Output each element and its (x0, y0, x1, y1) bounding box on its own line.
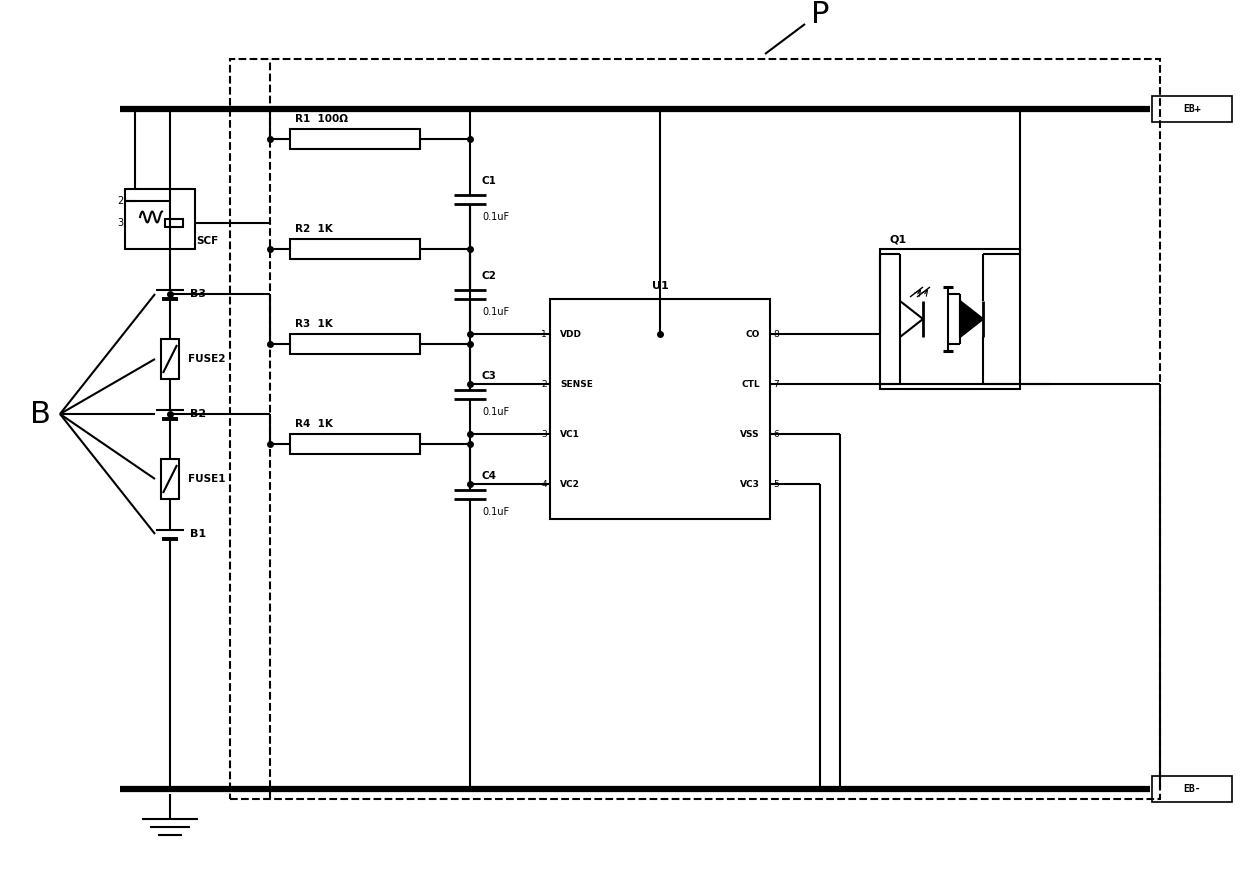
Text: 4: 4 (542, 480, 547, 488)
Text: C1: C1 (482, 176, 497, 186)
Text: VC3: VC3 (740, 480, 760, 488)
Polygon shape (960, 301, 983, 337)
Text: 0.1uF: 0.1uF (482, 212, 510, 222)
Bar (880, 249, 1021, 389)
Text: B3: B3 (190, 289, 206, 299)
Text: VSS: VSS (740, 429, 760, 439)
Text: C2: C2 (482, 271, 497, 281)
FancyBboxPatch shape (1152, 776, 1233, 802)
Text: FUSE1: FUSE1 (188, 474, 226, 484)
Text: 0.1uF: 0.1uF (482, 507, 510, 517)
Text: B1: B1 (190, 529, 206, 539)
Text: R4  1K: R4 1K (295, 419, 332, 429)
Text: B2: B2 (190, 409, 206, 419)
Text: 8: 8 (773, 329, 779, 339)
Bar (125, 189, 195, 249)
Text: Q1: Q1 (890, 234, 908, 244)
Bar (290, 129, 420, 149)
FancyBboxPatch shape (1152, 96, 1233, 122)
Text: 6: 6 (773, 429, 779, 439)
Text: B: B (30, 400, 51, 428)
Text: P: P (811, 0, 830, 29)
Text: 0.1uF: 0.1uF (482, 407, 510, 417)
Bar (161, 459, 179, 499)
Text: CTL: CTL (742, 380, 760, 388)
Text: 5: 5 (773, 480, 779, 488)
Text: U1: U1 (652, 281, 668, 291)
Text: CO: CO (745, 329, 760, 339)
Text: R2  1K: R2 1K (295, 224, 332, 234)
Bar (551, 299, 770, 519)
Text: 2: 2 (542, 380, 547, 388)
Text: SCF: SCF (196, 236, 218, 246)
Text: 3: 3 (117, 218, 123, 228)
Bar (165, 219, 184, 227)
Polygon shape (900, 301, 923, 337)
Text: 7: 7 (773, 380, 779, 388)
Bar (229, 59, 1159, 799)
Text: FUSE2: FUSE2 (188, 354, 226, 364)
Text: 1: 1 (541, 329, 547, 339)
Text: R3  1K: R3 1K (295, 319, 332, 329)
Text: VDD: VDD (560, 329, 582, 339)
Text: 2: 2 (117, 196, 123, 206)
Text: VC2: VC2 (560, 480, 580, 488)
Text: EB+: EB+ (1183, 104, 1200, 114)
Text: C3: C3 (482, 371, 497, 381)
Bar (290, 239, 420, 259)
Text: SENSE: SENSE (560, 380, 593, 388)
Bar (290, 334, 420, 354)
Bar (290, 434, 420, 454)
Text: 3: 3 (541, 429, 547, 439)
Text: VC1: VC1 (560, 429, 580, 439)
Text: C4: C4 (482, 471, 497, 481)
Bar (161, 339, 179, 379)
Text: EB-: EB- (1183, 784, 1200, 794)
Text: R1  100Ω: R1 100Ω (295, 114, 348, 124)
Text: 0.1uF: 0.1uF (482, 307, 510, 317)
